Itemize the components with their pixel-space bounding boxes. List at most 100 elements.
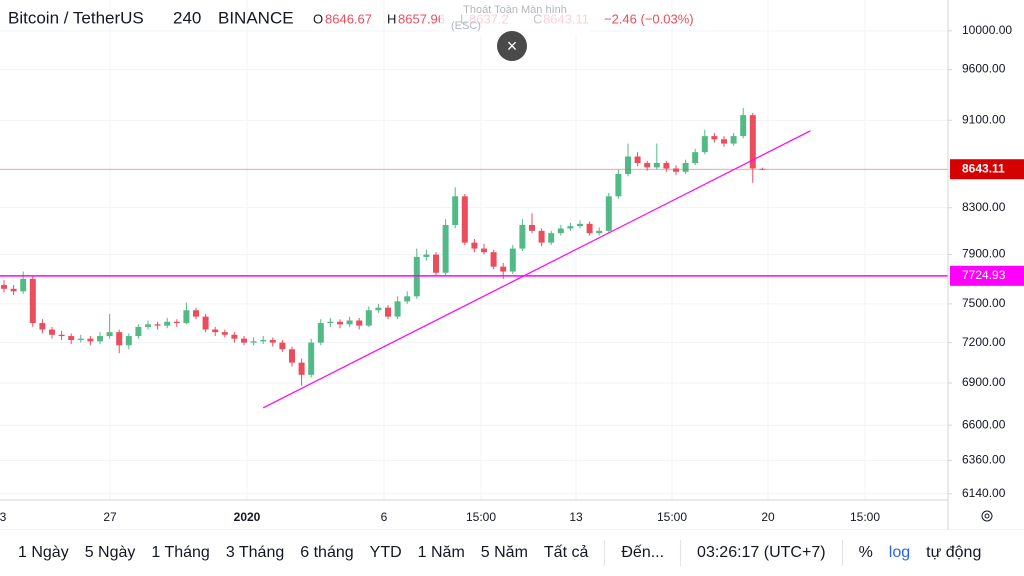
candle-body: [39, 323, 46, 330]
candle-body: [10, 288, 17, 292]
candle-body: [58, 334, 65, 337]
x-tick-label: 3: [0, 510, 7, 524]
candle-body: [653, 163, 660, 168]
o-label: O: [313, 11, 323, 26]
candle-body: [87, 338, 94, 342]
chart: Bitcoin / TetherUS 240 BINANCE O 8646.67…: [0, 0, 1024, 530]
candle-body: [289, 349, 295, 363]
candle-body: [471, 242, 478, 249]
symbol: Bitcoin / TetherUS: [8, 8, 144, 27]
candle-body: [135, 326, 142, 337]
candle-body: [29, 278, 36, 324]
candle-body: [298, 362, 305, 375]
range-button[interactable]: YTD: [369, 544, 402, 561]
range-button[interactable]: 6 tháng: [300, 544, 354, 561]
candle-body: [116, 332, 123, 346]
range-button[interactable]: Tất cả: [543, 544, 589, 561]
candle-body: [250, 341, 257, 343]
y-tick-label: 6140.00: [962, 486, 1006, 500]
candle-body: [461, 196, 468, 243]
candle-body: [730, 136, 737, 144]
candle-body: [221, 332, 228, 335]
range-button[interactable]: 1 Tháng: [151, 544, 210, 561]
candle-body: [20, 278, 27, 292]
interval: 240: [173, 8, 201, 27]
candle-body: [49, 329, 55, 335]
x-tick-label: 13: [569, 510, 583, 524]
x-tick-label: 27: [103, 510, 117, 524]
candle-body: [663, 163, 670, 169]
y-tick-label: 7900.00: [962, 247, 1006, 261]
candle-body: [1, 285, 7, 289]
x-tick-label: 15:00: [466, 510, 496, 524]
y-tick-label: 6360.00: [962, 453, 1006, 467]
candle-body: [154, 324, 161, 326]
high-value: 8657.96: [398, 11, 445, 26]
candle-body: [97, 336, 103, 342]
exchange: BINANCE: [218, 8, 294, 27]
level-label-bg: [950, 265, 1024, 286]
y-tick-label: 7500.00: [962, 296, 1006, 310]
range-button[interactable]: 3 Tháng: [225, 544, 285, 561]
last-price-bg: [950, 159, 1024, 180]
candle-body: [634, 156, 641, 164]
candle-body: [375, 307, 382, 311]
candle-body: [231, 334, 238, 339]
toast: [440, 0, 590, 36]
y-tick-label: 8300.00: [962, 200, 1006, 214]
candle-body: [682, 163, 689, 172]
log-toggle[interactable]: log: [888, 544, 911, 561]
y-tick-label: 9600.00: [962, 62, 1006, 76]
h-label: H: [387, 11, 396, 26]
candle-body: [567, 226, 574, 229]
candle-body: [145, 324, 151, 327]
goto-button[interactable]: Đến...: [621, 544, 665, 561]
candle-body: [605, 196, 612, 231]
candle-body: [106, 332, 113, 337]
candle-body: [673, 168, 679, 172]
auto-toggle[interactable]: tự động: [926, 544, 982, 561]
separator: [841, 540, 843, 566]
candle-body: [173, 321, 180, 324]
candle-body: [346, 320, 353, 325]
settings-icon[interactable]: [981, 510, 993, 522]
range-button[interactable]: 1 Năm: [417, 544, 465, 561]
candle-body: [740, 115, 747, 137]
y-tick-label: 9100.00: [962, 113, 1006, 127]
candle-body: [721, 139, 727, 144]
x-tick-label: 20: [761, 510, 775, 524]
level-label: 7724.93: [962, 268, 1006, 282]
candle-body: [77, 338, 84, 340]
candle-body: [711, 136, 718, 140]
candle-body: [529, 224, 535, 231]
candle-body: [260, 339, 267, 342]
candle-body: [365, 310, 372, 326]
range-button[interactable]: 5 Năm: [480, 544, 528, 561]
candle-body: [202, 316, 209, 330]
toolbar: 1 Ngày 5 Ngày 1 Tháng 3 Tháng 6 tháng YTD 1 Nă…: [0, 530, 1024, 576]
candle-body: [68, 336, 75, 340]
candle-body: [519, 224, 526, 249]
candle-body: [452, 196, 459, 225]
candle-body: [500, 266, 507, 272]
candle-body: [269, 339, 276, 343]
x-tick-label: 6: [381, 510, 388, 524]
toast-title: Thoát Toàn Màn hình: [463, 4, 567, 16]
last-price-label: 8643.11: [962, 161, 1005, 175]
y-tick-label: 7200.00: [962, 335, 1006, 349]
candle-body: [596, 230, 603, 234]
range-button[interactable]: 5 Ngày: [84, 544, 136, 561]
candle-body: [548, 233, 555, 243]
percent-toggle[interactable]: %: [858, 544, 873, 561]
candle-body: [692, 152, 699, 164]
candle-body: [577, 223, 583, 227]
candle-body: [183, 310, 190, 324]
candle-body: [212, 329, 219, 333]
candle-body: [279, 342, 286, 350]
exit-button[interactable]: [497, 31, 527, 61]
exit-icon[interactable]: ×: [507, 36, 518, 56]
candle-body: [308, 342, 315, 375]
y-tick-label: 10000.00: [962, 23, 1012, 37]
candle-body: [481, 248, 487, 253]
range-button[interactable]: 1 Ngày: [18, 544, 69, 561]
